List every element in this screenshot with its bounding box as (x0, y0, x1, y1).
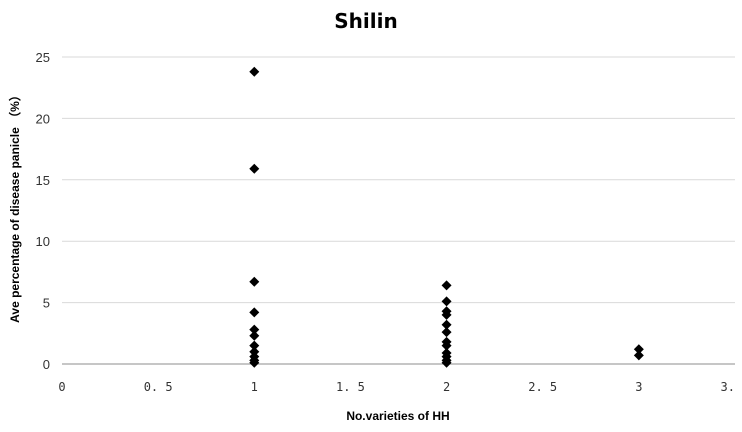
x-tick-label: 3. 5 (721, 380, 742, 394)
x-axis-label: No.varieties of HH (346, 409, 449, 423)
y-axis-label: Ave percentage of disease panicle （%） (7, 89, 22, 323)
y-tick-label: 15 (36, 173, 50, 188)
data-point-23 (633, 344, 644, 355)
x-tick-label: 1 (251, 380, 258, 394)
x-tick-label: 2 (443, 380, 450, 394)
data-point-16 (441, 327, 452, 338)
data-points (249, 66, 644, 368)
y-tick-label: 25 (36, 50, 50, 65)
x-tick-label: 3 (635, 380, 642, 394)
y-tick-label: 20 (36, 111, 50, 126)
data-point-12 (441, 296, 452, 307)
data-point-5 (249, 330, 260, 341)
data-point-4 (249, 324, 260, 335)
x-tick-label: 0. 5 (144, 380, 173, 394)
x-tick-labels: 0 0. 5 1 1. 5 2 2. 5 3 3. 5 (58, 380, 742, 394)
data-point-18 (441, 340, 452, 351)
data-point-6 (249, 340, 260, 351)
y-tick-labels: 0 5 10 15 20 25 (36, 50, 50, 372)
chart-title: Shilin (334, 9, 397, 33)
data-point-22 (441, 357, 452, 368)
x-tick-label: 2. 5 (528, 380, 557, 394)
x-tick-label: 1. 5 (336, 380, 365, 394)
data-point-15 (441, 319, 452, 330)
data-point-14 (441, 309, 452, 320)
data-point-0 (249, 66, 260, 77)
x-tick-label: 0 (58, 380, 65, 394)
y-tick-label: 0 (43, 357, 50, 372)
data-point-3 (249, 307, 260, 318)
data-point-10 (249, 357, 260, 368)
data-point-2 (249, 276, 260, 287)
data-point-1 (249, 163, 260, 174)
y-tick-label: 5 (43, 296, 50, 311)
data-point-24 (633, 350, 644, 361)
gridlines (62, 56, 735, 304)
y-tick-label: 10 (36, 234, 50, 249)
data-point-11 (441, 280, 452, 291)
